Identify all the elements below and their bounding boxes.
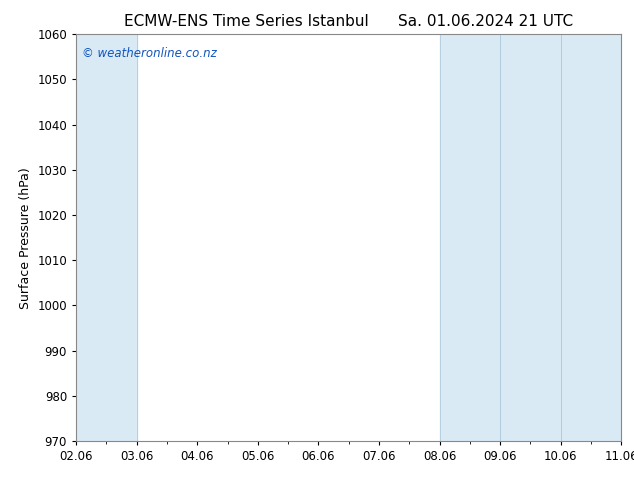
Bar	[76, 34, 137, 441]
Y-axis label: Surface Pressure (hPa): Surface Pressure (hPa)	[19, 167, 32, 309]
Bar	[439, 34, 500, 441]
Bar	[560, 34, 621, 441]
Title: ECMW-ENS Time Series Istanbul      Sa. 01.06.2024 21 UTC: ECMW-ENS Time Series Istanbul Sa. 01.06.…	[124, 14, 573, 29]
Text: © weatheronline.co.nz: © weatheronline.co.nz	[82, 47, 216, 59]
Bar	[500, 34, 560, 441]
